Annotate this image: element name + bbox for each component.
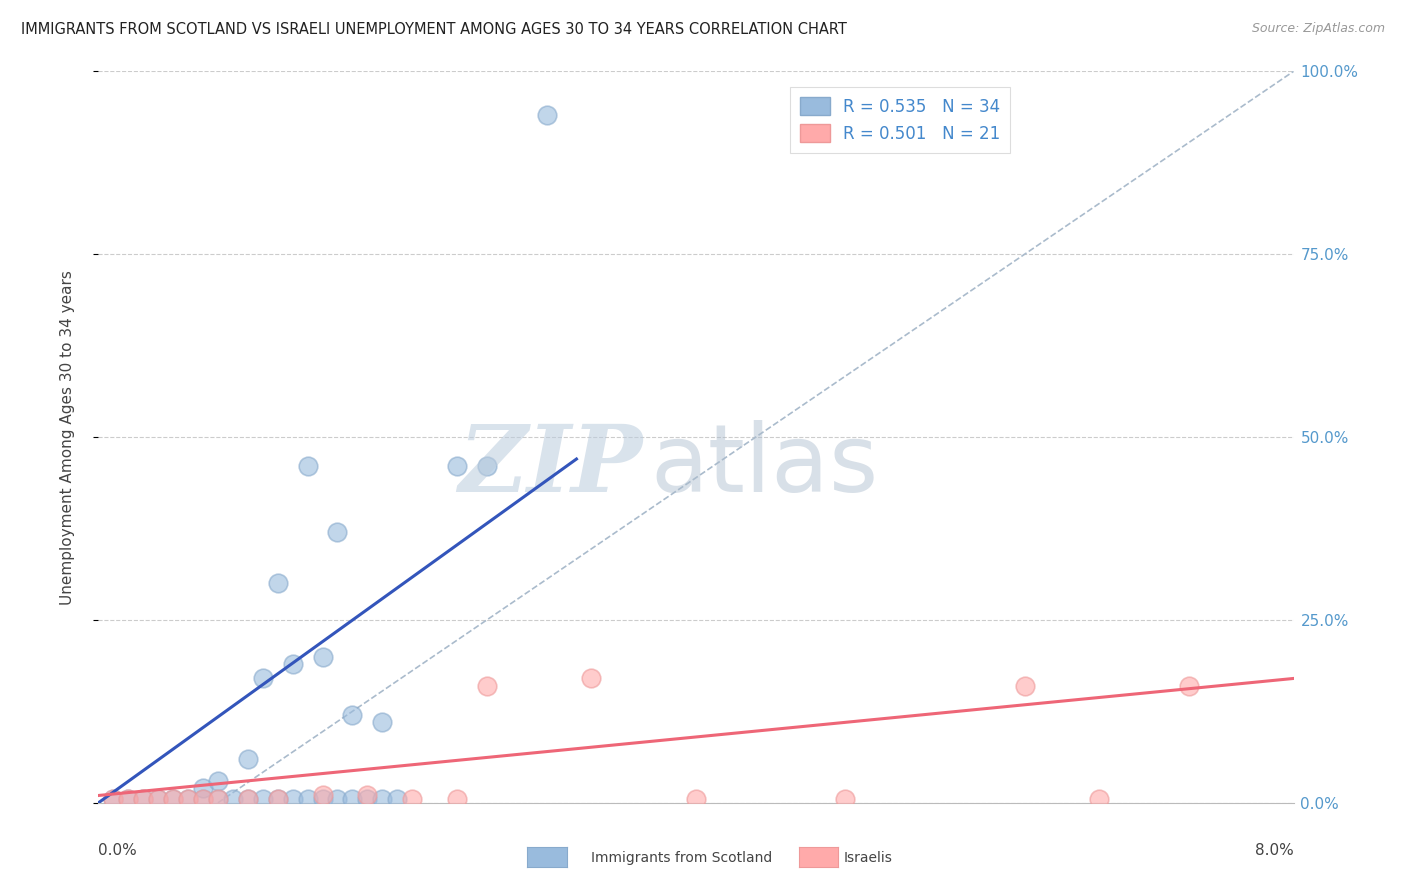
Point bbox=[475, 459, 498, 474]
Point bbox=[385, 792, 409, 806]
Y-axis label: Unemployment Among Ages 30 to 34 years: Unemployment Among Ages 30 to 34 years bbox=[60, 269, 75, 605]
Text: IMMIGRANTS FROM SCOTLAND VS ISRAELI UNEMPLOYMENT AMONG AGES 30 TO 34 YEARS CORRE: IMMIGRANTS FROM SCOTLAND VS ISRAELI UNEM… bbox=[21, 22, 846, 37]
Point bbox=[446, 792, 468, 806]
Text: atlas: atlas bbox=[651, 420, 879, 512]
Point bbox=[475, 679, 498, 693]
Point bbox=[191, 792, 214, 806]
Point bbox=[132, 792, 155, 806]
Point bbox=[342, 708, 364, 723]
Point bbox=[342, 792, 364, 806]
Point bbox=[236, 792, 259, 806]
Point bbox=[311, 649, 333, 664]
Text: Source: ZipAtlas.com: Source: ZipAtlas.com bbox=[1251, 22, 1385, 36]
Text: Israelis: Israelis bbox=[844, 851, 893, 865]
Point bbox=[267, 792, 290, 806]
Text: 8.0%: 8.0% bbox=[1254, 843, 1294, 858]
Point bbox=[148, 792, 170, 806]
Point bbox=[117, 792, 139, 806]
Point bbox=[834, 792, 856, 806]
Point bbox=[536, 108, 558, 122]
Point bbox=[207, 792, 229, 806]
Point bbox=[252, 672, 274, 686]
Point bbox=[356, 792, 378, 806]
Point bbox=[281, 657, 304, 671]
Point bbox=[371, 792, 394, 806]
Point bbox=[222, 792, 245, 806]
Point bbox=[326, 525, 349, 540]
Point bbox=[207, 792, 229, 806]
Point bbox=[103, 792, 125, 806]
Text: ZIP: ZIP bbox=[458, 421, 643, 511]
Point bbox=[103, 792, 125, 806]
Point bbox=[191, 781, 214, 796]
Point bbox=[191, 792, 214, 806]
Point bbox=[236, 792, 259, 806]
Point bbox=[177, 792, 200, 806]
Point bbox=[297, 792, 319, 806]
Point bbox=[252, 792, 274, 806]
Point bbox=[1014, 679, 1036, 693]
Point bbox=[581, 672, 603, 686]
Point bbox=[401, 792, 423, 806]
Point bbox=[1178, 679, 1201, 693]
Point bbox=[685, 792, 707, 806]
Point bbox=[281, 792, 304, 806]
Text: Immigrants from Scotland: Immigrants from Scotland bbox=[591, 851, 772, 865]
Point bbox=[326, 792, 349, 806]
Point bbox=[311, 792, 333, 806]
Point bbox=[117, 792, 139, 806]
Point bbox=[371, 715, 394, 730]
Point bbox=[207, 773, 229, 788]
Point bbox=[267, 576, 290, 591]
Point bbox=[356, 789, 378, 803]
Point bbox=[177, 792, 200, 806]
Point bbox=[267, 792, 290, 806]
Legend: R = 0.535   N = 34, R = 0.501   N = 21: R = 0.535 N = 34, R = 0.501 N = 21 bbox=[790, 87, 1011, 153]
Text: 0.0%: 0.0% bbox=[98, 843, 138, 858]
Point bbox=[162, 792, 184, 806]
Point bbox=[1088, 792, 1111, 806]
Point bbox=[162, 792, 184, 806]
Point bbox=[236, 752, 259, 766]
Point bbox=[446, 459, 468, 474]
Point bbox=[148, 792, 170, 806]
Point bbox=[297, 459, 319, 474]
Point bbox=[132, 792, 155, 806]
Point bbox=[311, 789, 333, 803]
